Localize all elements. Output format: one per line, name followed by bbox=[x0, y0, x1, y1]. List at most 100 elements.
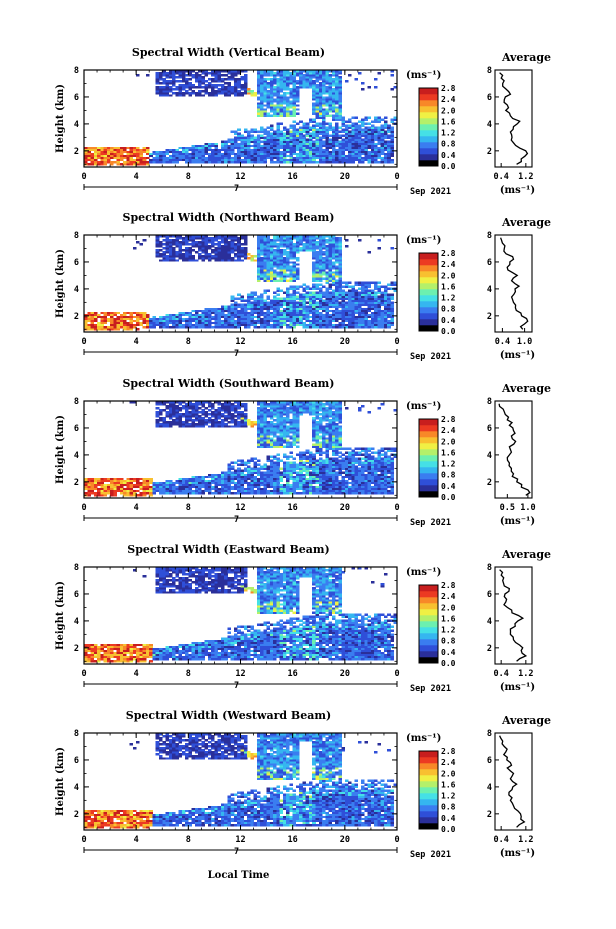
heatmap-cell bbox=[279, 305, 284, 309]
heatmap-cell bbox=[338, 140, 342, 144]
heatmap-cell bbox=[331, 261, 336, 264]
heatmap-cell bbox=[217, 317, 222, 321]
heatmap-cell bbox=[227, 401, 232, 404]
heatmap-cell bbox=[198, 415, 202, 418]
heatmap-cell bbox=[220, 90, 225, 93]
heatmap-cell bbox=[266, 321, 271, 325]
heatmap-cell bbox=[129, 162, 134, 166]
heatmap-cell bbox=[191, 483, 196, 487]
heatmap-cell bbox=[263, 255, 267, 258]
heatmap-cell bbox=[331, 106, 336, 109]
heatmap-cell bbox=[367, 303, 372, 307]
heatmap-cell bbox=[220, 405, 225, 408]
heatmap-cell bbox=[214, 70, 218, 73]
heatmap-cell bbox=[243, 88, 248, 91]
heatmap-cell bbox=[328, 241, 333, 244]
heatmap-cell bbox=[165, 421, 170, 424]
heatmap-cell bbox=[292, 82, 297, 85]
heatmap-cell bbox=[123, 156, 127, 160]
heatmap-cell bbox=[348, 146, 352, 150]
heatmap-cell bbox=[383, 146, 388, 150]
heatmap-cell bbox=[243, 303, 248, 307]
heatmap-cell bbox=[136, 489, 140, 493]
heatmap-cell bbox=[266, 90, 271, 93]
heatmap-cell bbox=[191, 86, 196, 89]
heatmap-cell bbox=[227, 313, 232, 317]
heatmap-cell bbox=[315, 269, 320, 272]
heatmap-cell bbox=[168, 80, 173, 83]
heatmap-cell bbox=[155, 160, 160, 164]
heatmap-cell bbox=[260, 237, 264, 240]
heatmap-cell bbox=[273, 80, 277, 83]
heatmap-cell bbox=[136, 241, 140, 244]
heatmap-cell bbox=[263, 291, 267, 294]
heatmap-cell bbox=[325, 279, 329, 282]
heatmap-cell bbox=[263, 289, 267, 292]
heatmap-cell bbox=[230, 146, 235, 150]
heatmap-cell bbox=[214, 321, 218, 325]
heatmap-cell bbox=[292, 297, 297, 300]
heatmap-cell bbox=[325, 309, 329, 313]
heatmap-cell bbox=[233, 154, 238, 158]
heatmap-cell bbox=[295, 257, 300, 260]
heatmap-cell bbox=[247, 146, 251, 150]
heatmap-cell bbox=[387, 156, 391, 160]
heatmap-cell bbox=[273, 72, 277, 75]
heatmap-cell bbox=[292, 263, 297, 266]
heatmap-cell bbox=[172, 407, 176, 410]
colorbar-tick-label: 0.4 bbox=[441, 151, 456, 160]
heatmap-cell bbox=[116, 485, 121, 489]
heatmap-cell bbox=[191, 235, 196, 238]
heatmap-cell bbox=[383, 287, 388, 290]
heatmap-cell bbox=[175, 325, 179, 329]
heatmap-cell bbox=[129, 325, 134, 329]
heatmap-cell bbox=[158, 235, 163, 238]
heatmap-cell bbox=[279, 259, 284, 262]
heatmap-cell bbox=[227, 317, 232, 321]
heatmap-cell bbox=[100, 489, 104, 493]
heatmap-cell bbox=[295, 80, 300, 83]
colorbar-tick-label: 2.0 bbox=[441, 271, 456, 280]
heatmap-cell bbox=[260, 100, 264, 103]
heatmap-cell bbox=[273, 297, 277, 300]
heatmap-cell bbox=[240, 76, 245, 79]
heatmap-cell bbox=[387, 325, 391, 329]
heatmap-cell bbox=[87, 487, 91, 491]
heatmap-cell bbox=[263, 132, 267, 135]
heatmap-cell bbox=[263, 275, 267, 278]
heatmap-cell bbox=[139, 493, 143, 497]
heatmap-cell bbox=[240, 138, 245, 142]
heatmap-cell bbox=[308, 136, 313, 140]
heatmap-cell bbox=[237, 325, 241, 329]
heatmap-cell bbox=[322, 325, 326, 329]
heatmap-cell bbox=[292, 243, 297, 246]
heatmap-cell bbox=[325, 126, 329, 129]
heatmap-cell bbox=[168, 315, 173, 319]
colorbar-tick-label: 0.0 bbox=[441, 327, 456, 336]
heatmap-cell bbox=[243, 319, 248, 323]
heatmap-cell bbox=[286, 142, 290, 146]
heatmap-cell bbox=[263, 112, 267, 115]
heatmap-cell bbox=[181, 249, 186, 252]
heatmap-cell bbox=[87, 319, 91, 323]
heatmap-cell bbox=[260, 130, 264, 133]
heatmap-cell bbox=[380, 130, 385, 133]
heatmap-cell bbox=[207, 72, 212, 75]
heatmap-cell bbox=[263, 74, 267, 77]
heatmap-cell bbox=[361, 134, 365, 137]
heatmap-cell bbox=[178, 313, 183, 317]
heatmap-cell bbox=[299, 309, 303, 313]
heatmap-cell bbox=[263, 90, 267, 93]
heatmap-cell bbox=[273, 130, 277, 133]
heatmap-cell bbox=[351, 311, 355, 315]
y-tick-label: 6 bbox=[74, 93, 79, 103]
heatmap-cell bbox=[315, 154, 320, 158]
heatmap-cell bbox=[155, 241, 160, 244]
heatmap-cell bbox=[305, 311, 310, 315]
heatmap-cell bbox=[305, 325, 310, 329]
heatmap-cell bbox=[260, 241, 264, 244]
heatmap-cell bbox=[260, 74, 264, 77]
heatmap-cell bbox=[256, 146, 261, 150]
heatmap-cell bbox=[191, 154, 196, 158]
heatmap-cell bbox=[387, 150, 391, 154]
